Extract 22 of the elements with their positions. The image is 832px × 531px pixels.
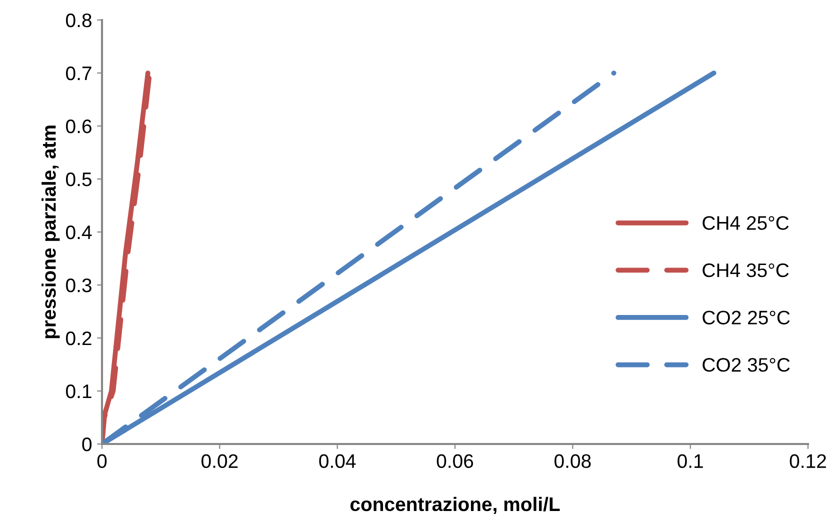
x-tick-label: 0.02 <box>202 454 238 468</box>
y-tick-label: 0.3 <box>66 278 92 292</box>
y-tick-label: 0.6 <box>66 119 92 134</box>
y-tick-label: 0.7 <box>66 66 92 80</box>
x-tick-label: 0.06 <box>436 454 474 468</box>
x-axis-title: concentrazione, moli/L <box>350 496 560 514</box>
y-axis-title: pressione parziale, atm <box>42 126 60 338</box>
x-tick-label: 0.1 <box>678 454 703 468</box>
legend-label: CH4 35°C <box>702 263 789 278</box>
legend-label: CO2 25°C <box>702 310 790 324</box>
legend-label: CH4 25°C <box>702 216 789 230</box>
y-tick-label: 0.5 <box>66 172 92 186</box>
x-tick-label: 0.12 <box>790 454 826 468</box>
x-tick-label: 0.04 <box>319 454 356 468</box>
legend-label: CO2 35°C <box>702 358 790 372</box>
x-tick-label: 0.08 <box>554 454 591 468</box>
y-tick-label: 0.4 <box>66 225 92 240</box>
y-tick-label: 0.8 <box>66 13 92 28</box>
y-tick-label: 0.2 <box>66 331 92 346</box>
y-tick-label: 0.1 <box>66 384 92 398</box>
y-tick-label: 0 <box>82 437 92 452</box>
x-tick-label: 0 <box>97 454 107 468</box>
